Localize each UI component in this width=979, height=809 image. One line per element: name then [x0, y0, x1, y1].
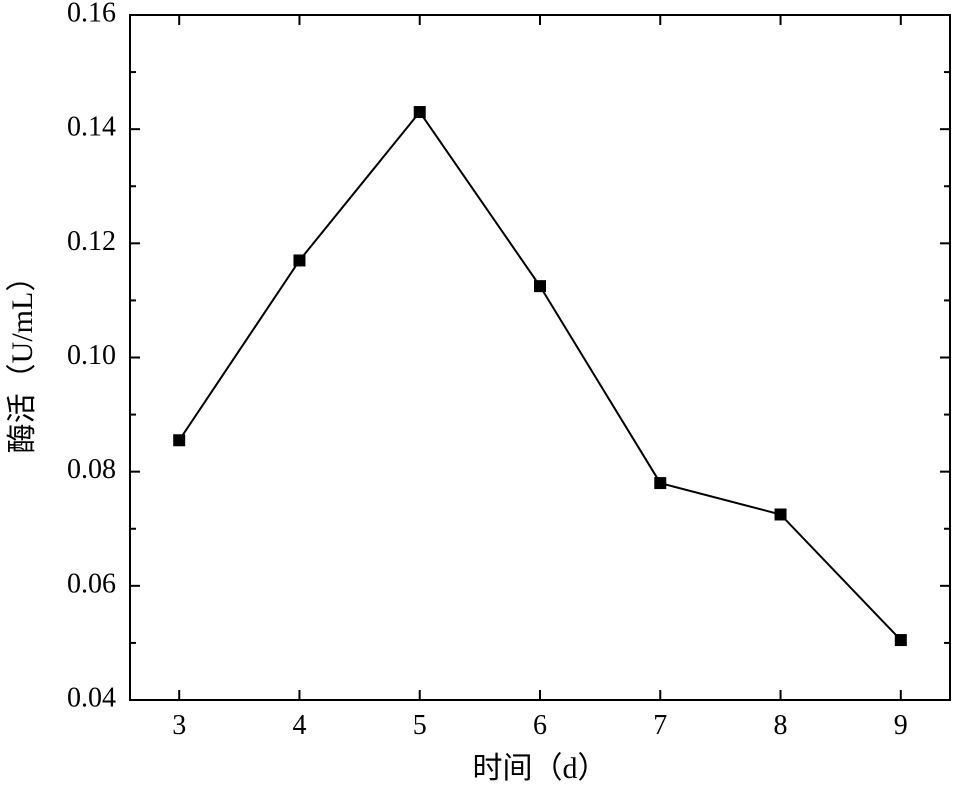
x-tick-label: 6 [533, 710, 547, 741]
data-marker [654, 477, 666, 489]
x-tick-label: 7 [653, 710, 667, 741]
x-tick-label: 4 [292, 710, 306, 741]
data-marker [293, 254, 305, 266]
x-tick-label: 9 [894, 710, 908, 741]
y-tick-label: 0.10 [67, 340, 116, 371]
data-marker [173, 434, 185, 446]
x-tick-label: 8 [774, 710, 788, 741]
y-tick-label: 0.08 [67, 454, 116, 485]
y-tick-label: 0.06 [67, 568, 116, 599]
y-tick-label: 0.14 [67, 112, 116, 143]
y-tick-label: 0.12 [67, 226, 116, 257]
data-marker [775, 508, 787, 520]
x-axis-label: 时间（d） [473, 752, 608, 785]
data-marker [414, 106, 426, 118]
x-tick-label: 3 [172, 710, 186, 741]
data-marker [534, 280, 546, 292]
y-tick-label: 0.16 [67, 0, 116, 28]
data-marker [895, 634, 907, 646]
chart-container: 0.04 0.06 0.08 0.10 0.12 0.14 0.16 3 4 5 6 7 8 9 时间（d）… [0, 0, 979, 809]
y-axis-label: 酶活（U/mL） [6, 262, 39, 454]
line-chart: 0.04 0.06 0.08 0.10 0.12 0.14 0.16 3 4 5 6 7 8 9 时间（d）… [0, 0, 979, 809]
y-tick-label: 0.04 [67, 682, 116, 713]
x-tick-label: 5 [413, 710, 427, 741]
